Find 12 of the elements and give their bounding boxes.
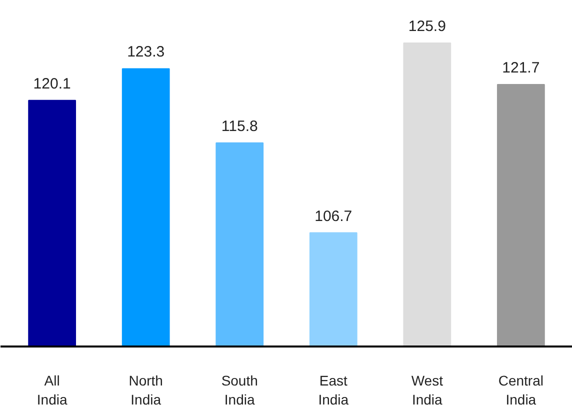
data-label: 115.8 bbox=[221, 118, 258, 135]
x-tick-label: All India bbox=[36, 372, 68, 408]
x-tick-label: North India bbox=[128, 372, 163, 408]
x-tick-label: West India bbox=[411, 372, 444, 408]
data-label: 121.7 bbox=[502, 60, 540, 77]
x-tick-label: South India bbox=[221, 372, 258, 408]
data-label: 106.7 bbox=[314, 208, 352, 225]
data-label: 120.1 bbox=[33, 75, 71, 92]
data-label: 125.9 bbox=[408, 18, 446, 35]
x-tick-label: East India bbox=[318, 372, 349, 408]
x-tick-label: Central India bbox=[498, 372, 544, 408]
data-label: 123.3 bbox=[127, 44, 165, 61]
